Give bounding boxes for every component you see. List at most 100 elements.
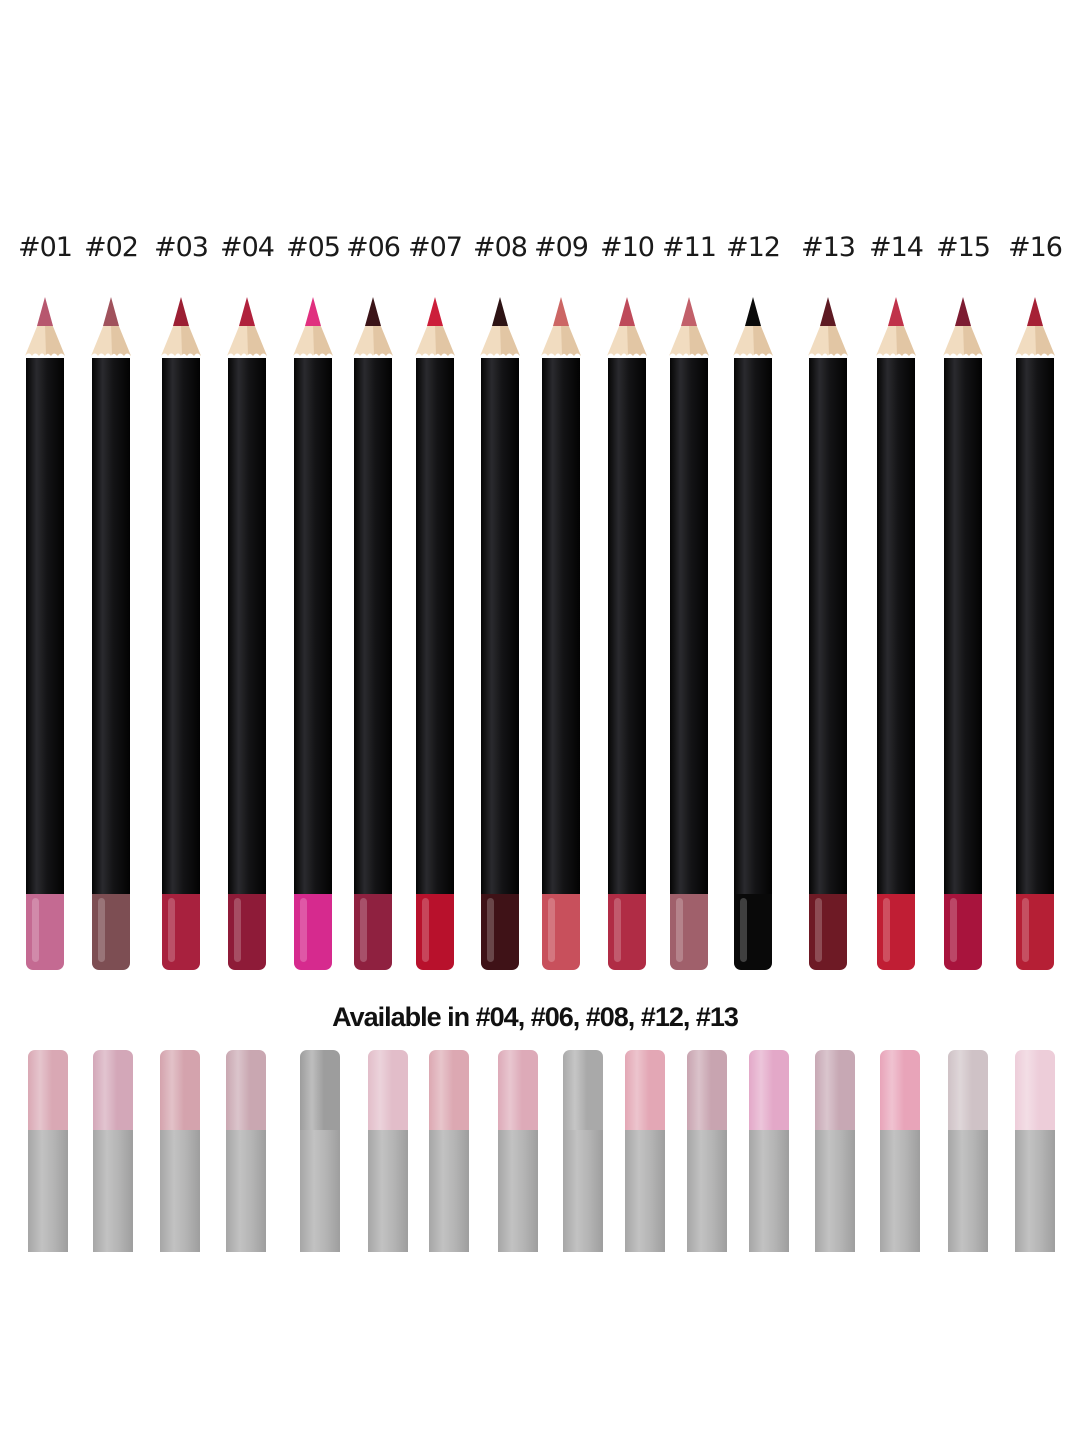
pencil-barrel xyxy=(481,358,519,914)
pencil-tip xyxy=(607,297,647,356)
pencil-barrel xyxy=(542,358,580,914)
lip-liner-pencil xyxy=(876,296,916,974)
pencil-end-cap xyxy=(26,894,64,970)
shade-label: #11 xyxy=(662,232,717,263)
pencil-wood-shade xyxy=(1035,324,1055,356)
faded-pencil-cap xyxy=(749,1050,789,1132)
faded-pencil-body xyxy=(880,1130,920,1252)
pencil-lead xyxy=(365,297,381,326)
shade-label: #04 xyxy=(220,232,275,263)
faded-pencil-cap xyxy=(226,1050,266,1132)
pencil-tip xyxy=(876,297,916,356)
pencil-tip xyxy=(733,297,773,356)
pencil-barrel xyxy=(26,358,64,914)
cap-highlight xyxy=(614,898,621,962)
pencil-end-cap xyxy=(542,894,580,970)
shade-label: #10 xyxy=(600,232,655,263)
pencil-tip xyxy=(91,297,131,356)
cap-highlight xyxy=(422,898,429,962)
shade-label: #06 xyxy=(346,232,401,263)
faded-pencil xyxy=(880,1050,920,1252)
shade-label: #05 xyxy=(286,232,341,263)
lip-liner-pencil xyxy=(943,296,983,974)
cap-highlight xyxy=(360,898,367,962)
faded-pencil-cap xyxy=(300,1050,340,1132)
pencil-barrel xyxy=(354,358,392,914)
faded-pencil-body xyxy=(429,1130,469,1252)
faded-pencil-body xyxy=(300,1130,340,1252)
faded-pencil-body xyxy=(815,1130,855,1252)
pencil-wood-shade xyxy=(45,324,65,356)
faded-pencil xyxy=(749,1050,789,1252)
faded-pencil xyxy=(368,1050,408,1252)
faded-pencil xyxy=(1015,1050,1055,1252)
pencil-lead xyxy=(888,297,904,326)
cap-highlight xyxy=(815,898,822,962)
faded-pencil-body xyxy=(28,1130,68,1252)
lip-liner-pencil xyxy=(161,296,201,974)
pencil-wood-shade xyxy=(689,324,709,356)
pencil-lead xyxy=(820,297,836,326)
faded-pencil-cap xyxy=(160,1050,200,1132)
faded-pencil xyxy=(563,1050,603,1252)
lip-liner-pencil xyxy=(607,296,647,974)
pencil-lead xyxy=(745,297,761,326)
cap-highlight xyxy=(676,898,683,962)
pencil-tip xyxy=(480,297,520,356)
faded-pencil-body xyxy=(1015,1130,1055,1252)
pencil-end-cap xyxy=(162,894,200,970)
faded-pencil-cap xyxy=(429,1050,469,1132)
pencil-barrel xyxy=(416,358,454,914)
faded-pencil-cap xyxy=(498,1050,538,1132)
faded-pencil xyxy=(429,1050,469,1252)
shade-label: #15 xyxy=(936,232,991,263)
lip-liner-pencil xyxy=(669,296,709,974)
cap-highlight xyxy=(883,898,890,962)
lip-liner-pencil xyxy=(733,296,773,974)
lip-liner-pencil xyxy=(415,296,455,974)
faded-pencil-cap xyxy=(948,1050,988,1132)
pencil-lead xyxy=(239,297,255,326)
faded-pencil-cap xyxy=(28,1050,68,1132)
pencil-tip xyxy=(25,297,65,356)
pencil-end-cap xyxy=(481,894,519,970)
pencil-tip xyxy=(808,297,848,356)
pencil-end-cap xyxy=(944,894,982,970)
pencil-end-cap xyxy=(354,894,392,970)
pencil-end-cap xyxy=(228,894,266,970)
faded-pencil xyxy=(948,1050,988,1252)
pencil-tip xyxy=(293,297,333,356)
pencil-wood-shade xyxy=(247,324,267,356)
faded-pencil xyxy=(226,1050,266,1252)
cap-highlight xyxy=(234,898,241,962)
cap-highlight xyxy=(487,898,494,962)
lip-liner-pencil xyxy=(480,296,520,974)
pencil-end-cap xyxy=(809,894,847,970)
shade-label: #02 xyxy=(84,232,139,263)
cap-highlight xyxy=(168,898,175,962)
pencil-end-cap xyxy=(670,894,708,970)
pencil-tip xyxy=(669,297,709,356)
faded-pencil-cap xyxy=(687,1050,727,1132)
faded-pencil-cap xyxy=(368,1050,408,1132)
shade-label: #09 xyxy=(534,232,589,263)
faded-pencil-body xyxy=(687,1130,727,1252)
faded-pencil-body xyxy=(226,1130,266,1252)
pencil-barrel xyxy=(877,358,915,914)
pencil-lead xyxy=(173,297,189,326)
pencil-barrel xyxy=(944,358,982,914)
cap-highlight xyxy=(548,898,555,962)
lip-liner-pencil xyxy=(541,296,581,974)
pencil-lead xyxy=(427,297,443,326)
pencil-lead xyxy=(305,297,321,326)
pencil-wood-shade xyxy=(500,324,520,356)
pencil-end-cap xyxy=(877,894,915,970)
shade-label: #12 xyxy=(726,232,781,263)
faded-pencil-body xyxy=(749,1130,789,1252)
faded-pencil xyxy=(300,1050,340,1252)
faded-pencil-cap xyxy=(880,1050,920,1132)
pencil-lead xyxy=(37,297,53,326)
pencil-barrel xyxy=(809,358,847,914)
faded-pencil xyxy=(498,1050,538,1252)
